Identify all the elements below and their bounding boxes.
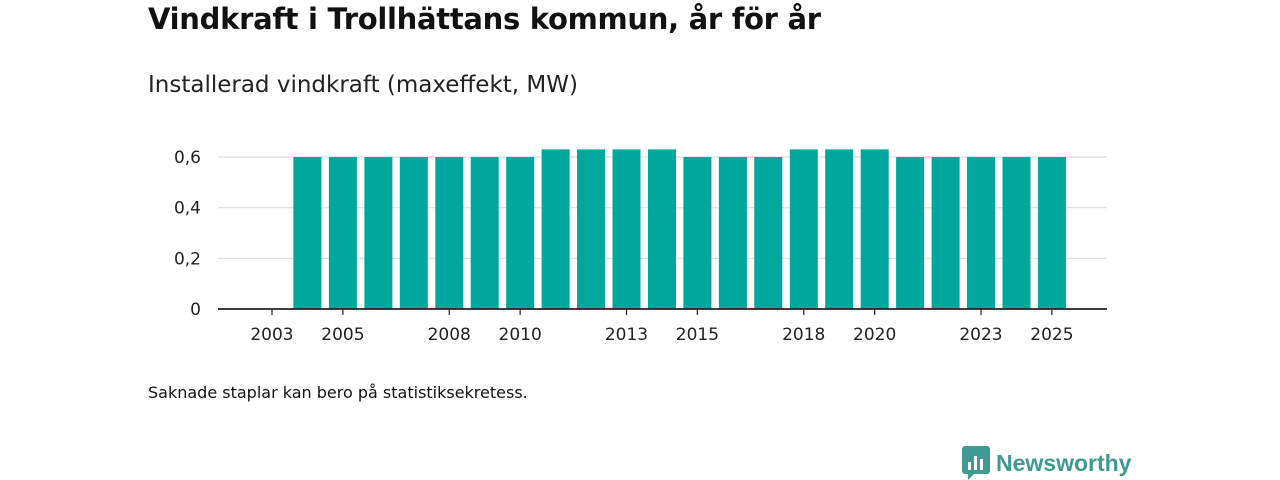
x-tick-label: 2005 xyxy=(321,325,364,345)
bar-2022 xyxy=(931,157,960,309)
y-tick-label: 0,2 xyxy=(174,249,201,269)
bar-2010 xyxy=(506,157,535,309)
bar-2006 xyxy=(364,157,393,309)
y-tick-label: 0,6 xyxy=(174,148,201,168)
axes xyxy=(218,308,1107,315)
x-tick-label: 2018 xyxy=(782,325,825,345)
bar-2012 xyxy=(577,149,605,309)
bar-2020 xyxy=(860,149,889,309)
bar-2018 xyxy=(789,149,818,309)
bar-2015 xyxy=(683,157,712,309)
x-tick-label: 2003 xyxy=(250,325,293,345)
x-tick-label: 2008 xyxy=(428,325,471,345)
bar-2007 xyxy=(399,157,428,309)
x-tick-label: 2020 xyxy=(853,325,896,345)
chart-title: Vindkraft i Trollhättans kommun, år för … xyxy=(148,2,821,36)
x-tick-label: 2015 xyxy=(676,325,719,345)
x-tick-label: 2025 xyxy=(1030,325,1073,345)
footnote: Saknade staplar kan bero på statistiksek… xyxy=(148,383,528,402)
x-tick-label: 2023 xyxy=(959,325,1002,345)
bar-2004 xyxy=(293,157,322,309)
x-tick-label: 2013 xyxy=(605,325,648,345)
bars xyxy=(293,149,1066,309)
newsworthy-logo-icon xyxy=(962,446,990,480)
bar-2005 xyxy=(328,157,357,309)
bar-2014 xyxy=(648,149,676,309)
y-tick-label: 0 xyxy=(190,300,201,320)
brand-name: Newsworthy xyxy=(996,449,1132,476)
bar-2011 xyxy=(541,149,570,309)
bar-2016 xyxy=(718,157,747,309)
y-tick-label: 0,4 xyxy=(174,199,201,219)
bar-2023 xyxy=(967,157,995,309)
brand-logo: Newsworthy xyxy=(962,446,1131,480)
tick-labels: 0 0,2 0,4 0,6 2003 2005 2008 2010 2013 2015 2018 20… xyxy=(174,148,1074,345)
chart-subtitle: Installerad vindkraft (maxeffekt, MW) xyxy=(148,72,578,98)
bar-2025 xyxy=(1037,157,1066,309)
bar-2017 xyxy=(754,157,783,309)
bar-2013 xyxy=(612,149,641,309)
bar-2024 xyxy=(1002,157,1031,309)
bar-2021 xyxy=(896,157,925,309)
bar-2009 xyxy=(470,157,499,309)
bar-2008 xyxy=(435,157,464,309)
bar-2019 xyxy=(825,149,854,309)
x-tick-label: 2010 xyxy=(499,325,542,345)
